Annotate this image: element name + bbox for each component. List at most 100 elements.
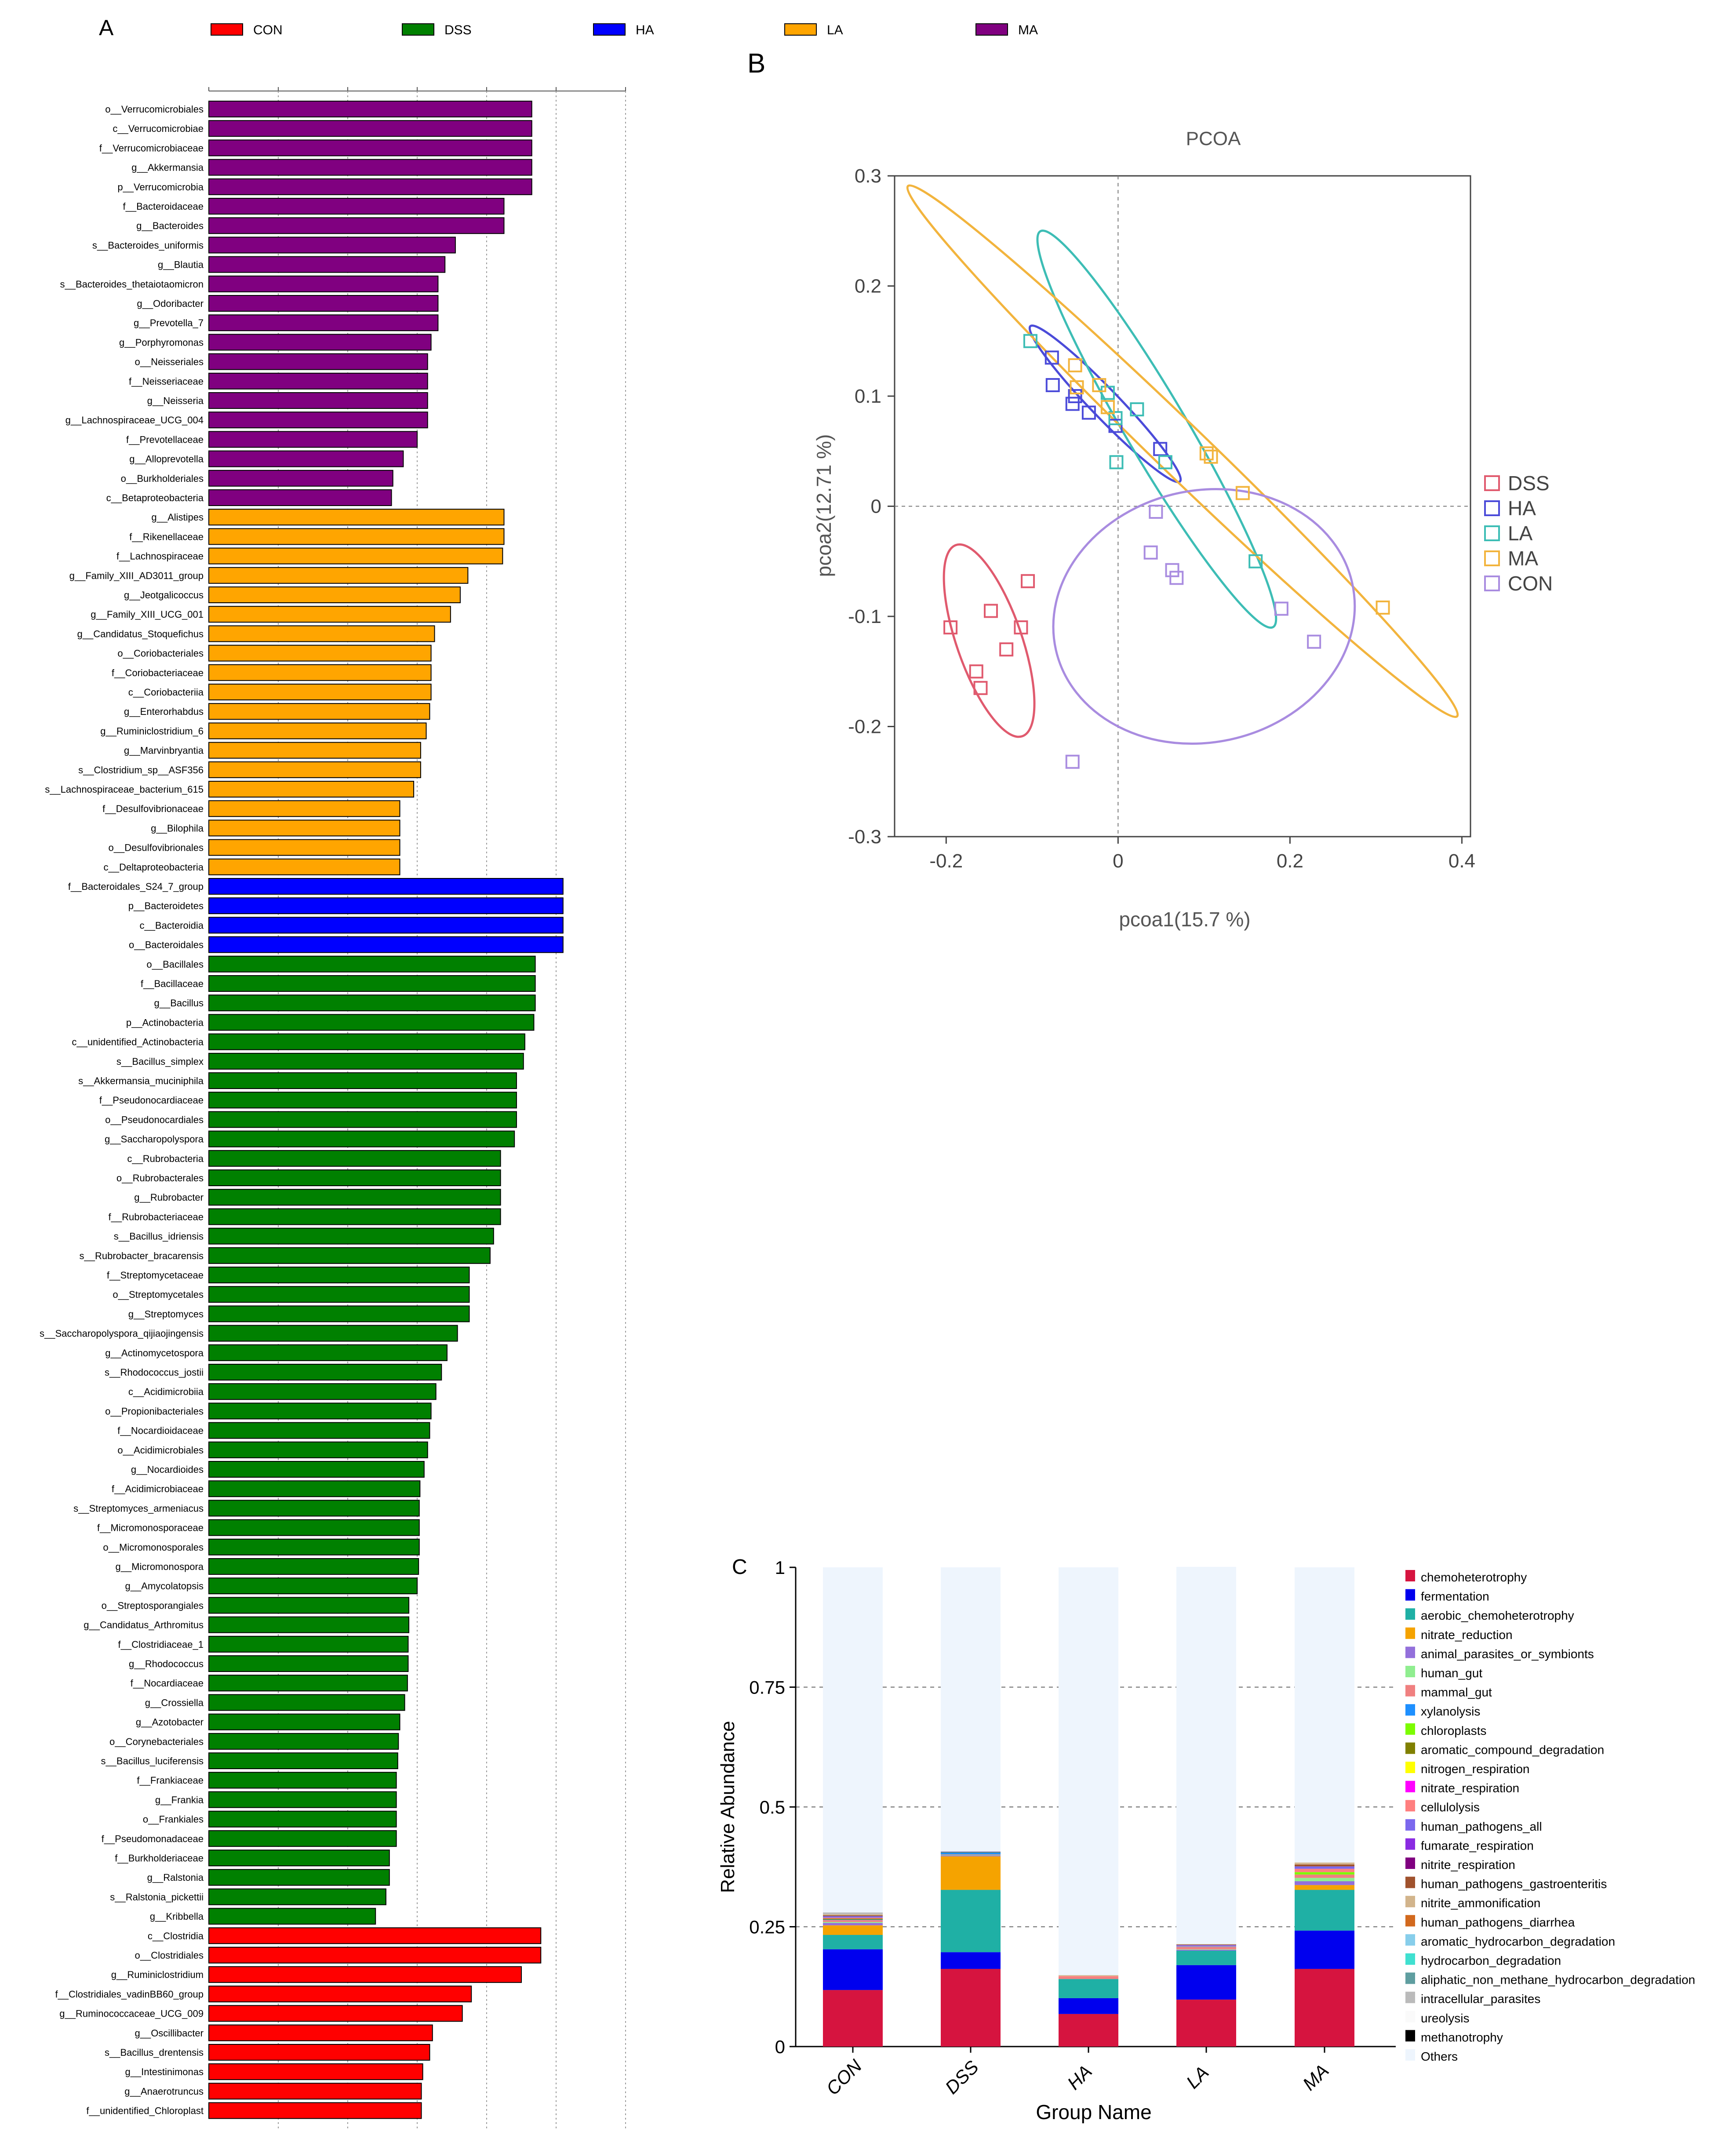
legend-swatch-dss: [402, 23, 434, 36]
bar-con: [208, 2024, 433, 2041]
segment-chloroplasts: [1295, 1872, 1354, 1875]
bar-label: o__Pseudonocardiales: [105, 1114, 204, 1125]
bar-label: g__Lachnospiraceae_UCG_004: [66, 415, 204, 426]
point-dss: [973, 681, 988, 695]
category-label: HA: [1063, 2061, 1096, 2094]
bar-con: [208, 2102, 422, 2119]
legend-swatch: [1405, 1896, 1415, 1908]
bar-label: o__Coriobacteriales: [117, 648, 204, 659]
segment-human-pathogens-all: [823, 1916, 883, 1918]
legend-swatch: [1405, 2030, 1415, 2042]
bar-dss: [208, 955, 536, 973]
bar-label: f__Prevotellaceae: [126, 434, 204, 445]
bar-label: g__Porphyromonas: [119, 337, 204, 348]
point-con: [1169, 571, 1184, 585]
segment-cellulolysis: [1295, 1869, 1354, 1872]
point-ha: [1108, 419, 1123, 433]
bar-label: s__Bacteroides_uniformis: [92, 240, 204, 251]
bar-label: g__Anaerotruncus: [124, 2086, 204, 2097]
bar-label: o__Acidimicrobiales: [117, 1445, 204, 1456]
bar-dss: [208, 1150, 501, 1167]
ellipse-ma: [906, 184, 1459, 718]
legend-marker-ma: [1484, 550, 1500, 566]
y-tick-label: 0: [775, 2036, 785, 2057]
bar-label: g__Neisseria: [147, 395, 204, 406]
segment-human-gut: [1176, 1949, 1236, 1950]
segment-Others: [1176, 1566, 1236, 1944]
segment-mammal-gut: [1295, 1874, 1354, 1878]
bar-ma: [208, 237, 456, 254]
bar-label: c__Coriobacteriia: [128, 687, 204, 698]
segment-animal-parasites-or-symbionts: [823, 1923, 883, 1926]
bar-label: g__Nocardioides: [131, 1464, 204, 1475]
bar-dss: [208, 1810, 397, 1828]
legend-label: methanotrophy: [1421, 2030, 1503, 2044]
bar-label: c__Rubrobacteria: [127, 1153, 204, 1164]
point-ma: [1092, 378, 1106, 392]
ellipse-con: [1052, 488, 1356, 745]
bar-dss: [208, 994, 536, 1012]
bar-label: g__Bilophila: [151, 823, 204, 834]
legend-swatch: [1405, 1972, 1415, 1984]
bar-ha: [208, 878, 564, 895]
legend-swatch-la: [784, 23, 817, 36]
bar-label: s__Bacillus_drentensis: [105, 2047, 204, 2058]
point-ma: [1100, 400, 1115, 415]
bar-la: [208, 567, 469, 584]
legend-label: xylanolysis: [1421, 1705, 1480, 1718]
bar-la: [208, 839, 400, 856]
bar-ma: [208, 470, 393, 487]
legend-label: human_pathogens_gastroenteritis: [1421, 1877, 1607, 1891]
bar-label: f__Rubrobacteriaceae: [109, 1211, 204, 1222]
legend-swatch: [1405, 1915, 1415, 1927]
legend-label-dss: DSS: [444, 23, 472, 37]
bar-label: o__Verrucomicrobiales: [105, 104, 204, 115]
segment-aromatic-compound-degradation: [823, 1918, 883, 1920]
bar-label: s__Lachnospiraceae_bacterium_615: [45, 784, 204, 795]
bar-label: f__Clostridiales_vadinBB60_group: [55, 1989, 204, 2000]
segment-nitrate-reduction: [1295, 1885, 1354, 1890]
bar-ma: [208, 372, 428, 390]
bar-la: [208, 625, 435, 642]
bar-dss: [208, 1655, 409, 1672]
segment-human-pathogens-gastroenteritis: [1295, 1864, 1354, 1867]
bar-label: g__Candidatus_Arthromitus: [84, 1620, 204, 1631]
legend-swatch: [1405, 1704, 1415, 1716]
bar-label: g__Marvinbryantia: [124, 745, 204, 756]
legend-label-ma: MA: [1508, 547, 1538, 570]
bar-dss: [208, 1558, 419, 1575]
segment-fermentation: [1295, 1930, 1354, 1969]
segment-aerobic-chemoheterotrophy: [823, 1935, 883, 1949]
legend-swatch: [1405, 1800, 1415, 1812]
point-dss: [943, 620, 958, 635]
bar-dss: [208, 1635, 409, 1653]
legend-label-ha: HA: [636, 23, 654, 37]
legend-label: cellulolysis: [1421, 1800, 1480, 1814]
legend-label: human_pathogens_diarrhea: [1421, 1916, 1575, 1929]
bar-ma: [208, 431, 418, 448]
point-dss: [983, 604, 998, 618]
bar-label: g__Micromonospora: [115, 1561, 204, 1572]
bar-la: [208, 858, 400, 875]
legend-label: fermentation: [1421, 1590, 1489, 1603]
bar-la: [208, 761, 421, 778]
bar-label: f__Rikenellaceae: [129, 531, 204, 542]
bar-ma: [208, 256, 446, 273]
point-la: [1248, 554, 1263, 568]
point-ha: [1153, 442, 1168, 456]
segment-fermentation: [1059, 1998, 1118, 2014]
bar-label: g__Ruminiclostridium_6: [100, 725, 204, 736]
bar-dss: [208, 1092, 517, 1109]
legend-swatch: [1405, 1589, 1415, 1601]
bar-label: o__Streptosporangiales: [102, 1600, 204, 1611]
segment-nitrate-reduction: [941, 1856, 1001, 1890]
bar-label: f__unidentified_Chloroplast: [86, 2105, 204, 2116]
legend-swatch: [1405, 1992, 1415, 2003]
legend-marker-dss: [1484, 475, 1500, 491]
bar-label: s__Akkermansia_muciniphila: [78, 1075, 204, 1086]
bar-label: f__Pseudomonadaceae: [102, 1833, 204, 1844]
point-la: [1130, 402, 1144, 417]
segment-intracellular-parasites: [823, 1912, 883, 1915]
y-axis-title: pcoa2(12.71 %): [812, 434, 835, 577]
legend-swatch: [1405, 1646, 1415, 1658]
